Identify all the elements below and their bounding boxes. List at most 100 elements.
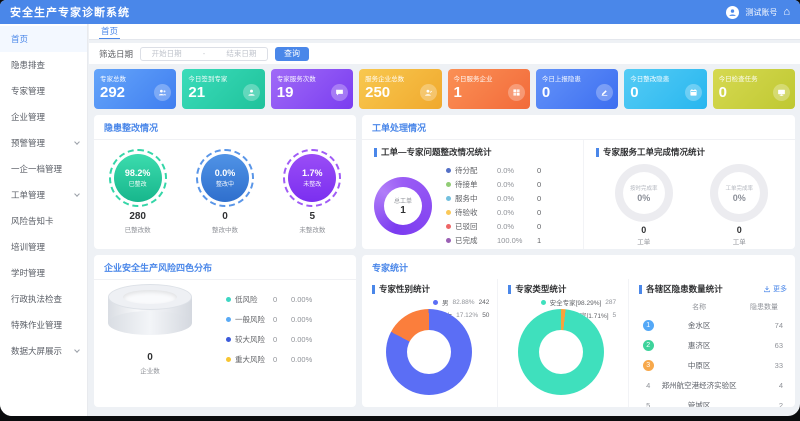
- legend-item[interactable]: 服务中 0.0% 0: [446, 193, 541, 204]
- stat-card-experts-total: 专家总数 292: [94, 69, 177, 109]
- sidebar-item-label: 特殊作业管理: [11, 320, 63, 330]
- stat-card-value: 0: [541, 84, 551, 101]
- legend-dot-icon: [433, 299, 439, 305]
- gauge-unit: 工单: [637, 239, 651, 246]
- rectified-percent: 98.2%: [124, 168, 151, 178]
- workorder-donut-chart: 总工单 1: [374, 176, 432, 235]
- user-avatar[interactable]: [726, 5, 740, 19]
- user-icon: [242, 84, 260, 101]
- sidebar-item-risk-card[interactable]: 风险告知卡: [0, 208, 87, 234]
- chevron-down-icon: [74, 191, 80, 197]
- sub-header: 专家类型统计: [508, 283, 622, 295]
- legend-item[interactable]: 待接单 0.0% 0: [446, 179, 541, 190]
- bottom-row: 企业安全生产风险四色分布 0 企业数 低风险 0 0.00% 一般风险 0 0.00%: [89, 249, 800, 407]
- legend-label: 安全专家[98.29%]: [549, 300, 602, 307]
- enterprise-count-label: 企业数: [140, 368, 160, 375]
- stat-card-hazards-fixed: 今日整改隐患 0: [624, 69, 707, 109]
- stat-card-label: 今日签到专家: [188, 76, 228, 83]
- stat-card-value: 250: [365, 84, 391, 101]
- sidebar-item-special-operations[interactable]: 特殊作业管理: [0, 312, 87, 338]
- rank-plain: 4: [646, 380, 651, 390]
- workorder-completion-section: 专家服务工单完成情况统计 按时完成率 0% 0 工单: [582, 140, 795, 249]
- stat-card-label: 今日整改隐患: [630, 76, 670, 83]
- stat-card-value: 0: [630, 84, 639, 101]
- legend-dot-icon: [540, 299, 546, 305]
- legend-count: 0: [537, 208, 542, 217]
- top-header-bar: 安全生产专家诊断系统 测试账号 ⌂: [0, 0, 800, 24]
- stat-card-label: 今日上报隐患: [541, 76, 581, 83]
- sidebar-item-label: 一企一档管理: [11, 164, 63, 174]
- legend-item[interactable]: 一般风险 0 0.00%: [226, 314, 312, 325]
- legend-label: 待验收: [455, 208, 478, 217]
- gauge-count: 0: [641, 225, 647, 235]
- sidebar-item-warning[interactable]: 预警管理: [0, 130, 87, 156]
- legend-item[interactable]: 较大风险 0 0.00%: [226, 334, 312, 345]
- legend-item[interactable]: 男 82.88% 242: [433, 297, 489, 307]
- gender-stats-section: 专家性别统计 男82.88%242 女17.12%50: [362, 279, 497, 407]
- legend-item[interactable]: 已完成 100.0% 1: [446, 235, 541, 246]
- more-link[interactable]: 更多: [763, 284, 787, 294]
- grid-icon: [507, 84, 525, 101]
- stat-card-label: 服务企业总数: [365, 76, 405, 83]
- sidebar-item-training[interactable]: 培训管理: [0, 234, 87, 260]
- table-row: 1 金水区 74: [639, 315, 787, 335]
- sidebar-item-enterprise-files[interactable]: 一企一档管理: [0, 156, 87, 182]
- legend-pct: 0.00%: [291, 315, 313, 324]
- start-date-placeholder[interactable]: 开始日期: [151, 49, 182, 58]
- legend-label: 待接单: [455, 180, 478, 189]
- legend-item[interactable]: 重大风险 0 0.00%: [226, 354, 312, 365]
- panel-title: 隐患整改情况: [104, 123, 159, 133]
- sidebar: 首页 隐患排查 专家管理 企业管理 预警管理 一企一档管理 工单管理 风险告知卡…: [0, 24, 88, 416]
- legend-item[interactable]: 已驳回 0.0% 0: [446, 221, 541, 232]
- stat-card-service-count: 专家服务次数 19: [270, 69, 354, 109]
- legend-dot-icon: [226, 317, 231, 322]
- workorder-completion-gauge: 工单完成率 0% 0 工单: [710, 164, 769, 246]
- tab-home[interactable]: 首页: [99, 24, 121, 39]
- legend-item[interactable]: 待分配 0.0% 0: [446, 165, 541, 176]
- stat-cards-row: 专家总数 292 今日签到专家 21 专家服务次数 19 服务企业总数 250 …: [89, 64, 800, 109]
- more-label: 更多: [773, 286, 787, 293]
- date-range-input[interactable]: 开始日期 - 结束日期: [140, 46, 269, 61]
- sidebar-item-bigscreen[interactable]: 数据大屏展示: [0, 338, 87, 364]
- legend-item[interactable]: 安全专家[98.29%] 287: [540, 297, 621, 307]
- legend-dot-icon: [226, 337, 231, 342]
- legend-item[interactable]: 低风险 0 0.00%: [226, 294, 312, 305]
- panel-title: 工单处理情况: [372, 123, 427, 133]
- unrectified-percent: 1.7%: [302, 168, 323, 178]
- sub-header: 专家性别统计: [372, 283, 491, 295]
- type-stats-section: 专家类型统计 安全专家[98.29%]287 其他专家[1.71%]5: [497, 279, 628, 407]
- user-name[interactable]: 测试账号: [745, 7, 778, 17]
- legend-label: 服务中: [455, 194, 478, 203]
- download-icon: [764, 286, 770, 293]
- sidebar-item-home[interactable]: 首页: [0, 26, 87, 52]
- sidebar-item-law-enforcement[interactable]: 行政执法检查: [0, 286, 87, 312]
- stat-card-value: 19: [276, 84, 294, 101]
- gauge-percent: 0%: [732, 192, 746, 203]
- stat-card-enterprises-served: 服务企业总数 250: [359, 69, 442, 109]
- legend-count: 0: [537, 166, 542, 175]
- legend-pct: 0.0%: [497, 194, 515, 203]
- legend-item[interactable]: 待验收 0.0% 0: [446, 207, 541, 218]
- sidebar-item-label: 工单管理: [11, 190, 46, 200]
- rectified-circle: 98.2% 已整改 280 已整改数: [100, 149, 176, 234]
- sidebar-item-hazard-check[interactable]: 隐患排查: [0, 52, 87, 78]
- gauge-percent: 0%: [637, 192, 651, 203]
- sidebar-item-enterprises[interactable]: 企业管理: [0, 104, 87, 130]
- end-date-placeholder[interactable]: 结束日期: [226, 49, 257, 58]
- legend-pct: 17.12%: [456, 311, 479, 319]
- home-icon[interactable]: ⌂: [783, 5, 790, 18]
- legend-label: 低风险: [235, 295, 258, 304]
- legend-pct: 0.0%: [497, 222, 515, 231]
- legend-dot-icon: [446, 238, 451, 243]
- region-name: 惠济区: [687, 340, 711, 350]
- query-button[interactable]: 查询: [275, 46, 310, 61]
- sidebar-item-hours[interactable]: 学时管理: [0, 260, 87, 286]
- sidebar-item-experts[interactable]: 专家管理: [0, 78, 87, 104]
- region-value: 2: [778, 400, 783, 408]
- rectifying-count-label: 整改中数: [211, 227, 238, 234]
- panel-workorder: 工单处理情况 工单—专家问题整改情况统计 总工单 1: [362, 115, 795, 249]
- legend-pct: 0.00%: [291, 335, 313, 344]
- sidebar-item-workorders[interactable]: 工单管理: [0, 182, 87, 208]
